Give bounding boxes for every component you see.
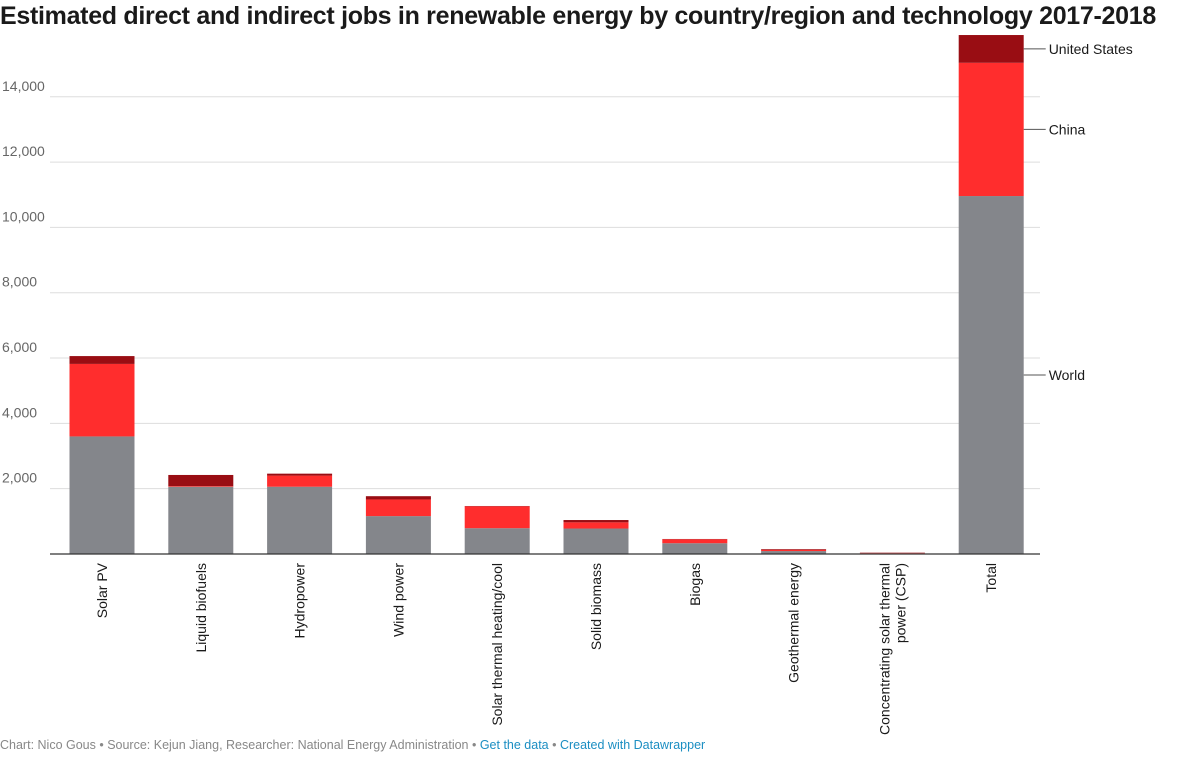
bar-segment — [168, 474, 234, 487]
x-tick-label: power (CSP) — [892, 563, 908, 643]
bar-segment — [168, 486, 234, 554]
bar-segment — [365, 516, 431, 554]
bar-segment — [761, 549, 827, 550]
bar-segment — [761, 551, 827, 554]
series-label: World — [1049, 367, 1085, 383]
footer-separator: • — [548, 738, 560, 752]
chart-footer: Chart: Nico Gous • Source: Kejun Jiang, … — [0, 738, 705, 752]
x-tick-label: Hydropower — [292, 563, 308, 639]
bar-segment — [563, 522, 629, 529]
bars — [69, 35, 1024, 555]
gridlines — [50, 96, 1040, 490]
chart-title: Estimated direct and indirect jobs in re… — [0, 2, 1156, 30]
bar-segment — [958, 196, 1024, 555]
datawrapper-link[interactable]: Created with Datawrapper — [559, 738, 706, 752]
bar-segment — [267, 475, 333, 487]
bar-segment — [761, 549, 827, 552]
footer-credit: Chart: Nico Gous • Source: Kejun Jiang, … — [0, 738, 480, 752]
bar-segment — [69, 436, 135, 554]
y-tick-label: 14,000 — [2, 78, 45, 94]
bar-segment — [69, 363, 135, 437]
y-tick-label: 10,000 — [2, 208, 45, 224]
x-tick-label: Wind power — [390, 563, 406, 637]
x-tick-label: Total — [983, 563, 999, 593]
bar-segment — [464, 506, 530, 529]
x-tick-label: Solar thermal heating/cool — [489, 563, 505, 726]
bar-segment — [464, 528, 530, 554]
bar-segment — [958, 62, 1024, 197]
y-tick-label: 12,000 — [2, 143, 45, 159]
x-tick-label: Concentrating solar thermal — [876, 563, 892, 735]
x-tick-label: Liquid biofuels — [193, 563, 209, 653]
bar-segment — [563, 528, 629, 554]
series-label: China — [1049, 121, 1086, 137]
bar-segment — [365, 496, 431, 500]
bar-segment — [958, 35, 1024, 63]
labels: 2,000 4,000 6,000 8,000 10,000 12,000 14,000 So… — [2, 41, 1133, 735]
y-tick-label: 6,000 — [2, 339, 37, 355]
bar-segment — [365, 499, 431, 517]
bar-segment — [662, 539, 728, 544]
x-tick-label: Solar PV — [94, 562, 110, 618]
x-tick-label: Geothermal energy — [786, 563, 802, 683]
bar-segment — [267, 486, 333, 554]
series-label: United States — [1049, 41, 1133, 57]
bar-segment — [662, 543, 728, 554]
chart-plot: 2,000 4,000 6,000 8,000 10,000 12,000 14,000 So… — [2, 35, 1133, 735]
bar-segment — [69, 356, 135, 364]
y-tick-label: 8,000 — [2, 274, 37, 290]
x-tick-label: Biogas — [687, 563, 703, 606]
bar-segment — [168, 486, 234, 487]
y-tick-label: 2,000 — [2, 470, 37, 486]
x-tick-label: Solid biomass — [588, 563, 604, 650]
bar-segment — [563, 520, 629, 523]
bar-segment — [267, 473, 333, 476]
get-the-data-link[interactable]: Get the data — [479, 738, 549, 752]
y-tick-label: 4,000 — [2, 404, 37, 420]
